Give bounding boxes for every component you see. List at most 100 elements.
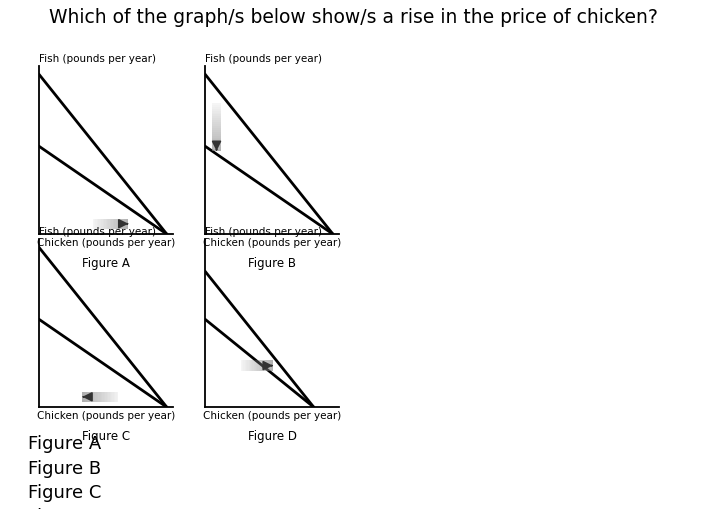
Bar: [268, 360, 269, 371]
Bar: [87, 391, 88, 402]
Bar: [115, 218, 117, 229]
Bar: [212, 117, 221, 118]
Bar: [212, 143, 221, 145]
Bar: [269, 360, 270, 371]
Bar: [94, 391, 95, 402]
Bar: [115, 391, 117, 402]
Bar: [265, 360, 267, 371]
Bar: [271, 360, 273, 371]
Text: Fish (pounds per year): Fish (pounds per year): [205, 53, 322, 64]
Text: Chicken (pounds per year): Chicken (pounds per year): [37, 238, 175, 248]
Bar: [251, 360, 252, 371]
Bar: [123, 218, 124, 229]
Bar: [112, 391, 114, 402]
Bar: [84, 391, 86, 402]
Bar: [105, 218, 107, 229]
Bar: [101, 391, 103, 402]
Bar: [252, 360, 254, 371]
Text: Figure C: Figure C: [82, 430, 130, 443]
Bar: [255, 360, 256, 371]
Bar: [104, 218, 105, 229]
Bar: [100, 218, 101, 229]
Bar: [98, 391, 100, 402]
Bar: [247, 360, 249, 371]
Bar: [246, 360, 247, 371]
Text: Figure A: Figure A: [28, 435, 102, 453]
Bar: [212, 147, 221, 149]
Bar: [212, 132, 221, 134]
Bar: [97, 218, 98, 229]
Bar: [242, 360, 243, 371]
Bar: [260, 360, 262, 371]
Bar: [250, 360, 251, 371]
Bar: [97, 391, 98, 402]
Bar: [212, 112, 221, 115]
Bar: [83, 391, 84, 402]
Bar: [212, 115, 221, 117]
Bar: [212, 142, 221, 143]
Bar: [111, 391, 112, 402]
Bar: [264, 360, 265, 371]
Bar: [212, 124, 221, 126]
Bar: [212, 145, 221, 147]
Bar: [117, 391, 118, 402]
Bar: [212, 120, 221, 122]
Bar: [212, 126, 221, 128]
Bar: [100, 391, 101, 402]
Bar: [95, 218, 97, 229]
Text: Chicken (pounds per year): Chicken (pounds per year): [37, 411, 175, 421]
Bar: [212, 134, 221, 135]
Text: Figure C: Figure C: [28, 484, 102, 502]
Bar: [241, 360, 242, 371]
Text: Figure B: Figure B: [248, 257, 296, 270]
Bar: [93, 391, 94, 402]
Bar: [212, 128, 221, 130]
Bar: [270, 360, 271, 371]
Bar: [262, 360, 264, 371]
Bar: [120, 218, 122, 229]
Bar: [254, 360, 255, 371]
Bar: [94, 218, 95, 229]
Bar: [114, 391, 115, 402]
Bar: [212, 137, 221, 139]
Bar: [212, 109, 221, 110]
Bar: [107, 391, 108, 402]
Bar: [107, 218, 108, 229]
Bar: [212, 122, 221, 124]
Bar: [212, 130, 221, 132]
Bar: [256, 360, 257, 371]
Bar: [212, 105, 221, 107]
Bar: [95, 391, 97, 402]
Bar: [91, 391, 93, 402]
Text: Which of the graph/s below show/s a rise in the price of chicken?: Which of the graph/s below show/s a rise…: [49, 8, 658, 26]
Text: Figure D: Figure D: [28, 508, 103, 509]
Bar: [110, 391, 111, 402]
Text: Fish (pounds per year): Fish (pounds per year): [39, 53, 156, 64]
Bar: [108, 391, 110, 402]
Text: Figure B: Figure B: [28, 460, 101, 477]
Bar: [101, 218, 103, 229]
Text: Figure A: Figure A: [82, 257, 130, 270]
Bar: [122, 218, 123, 229]
Bar: [103, 391, 104, 402]
Bar: [88, 391, 90, 402]
Bar: [108, 218, 110, 229]
Bar: [212, 149, 221, 151]
Bar: [86, 391, 87, 402]
Bar: [98, 218, 100, 229]
Text: Chicken (pounds per year): Chicken (pounds per year): [203, 411, 341, 421]
Bar: [105, 391, 107, 402]
Bar: [90, 391, 91, 402]
Bar: [118, 218, 120, 229]
Bar: [124, 218, 126, 229]
Bar: [212, 103, 221, 105]
Bar: [212, 107, 221, 109]
Bar: [212, 139, 221, 142]
Bar: [93, 218, 94, 229]
Bar: [245, 360, 246, 371]
Bar: [110, 218, 111, 229]
Bar: [126, 218, 127, 229]
Bar: [212, 110, 221, 112]
Bar: [111, 218, 112, 229]
Bar: [127, 218, 129, 229]
